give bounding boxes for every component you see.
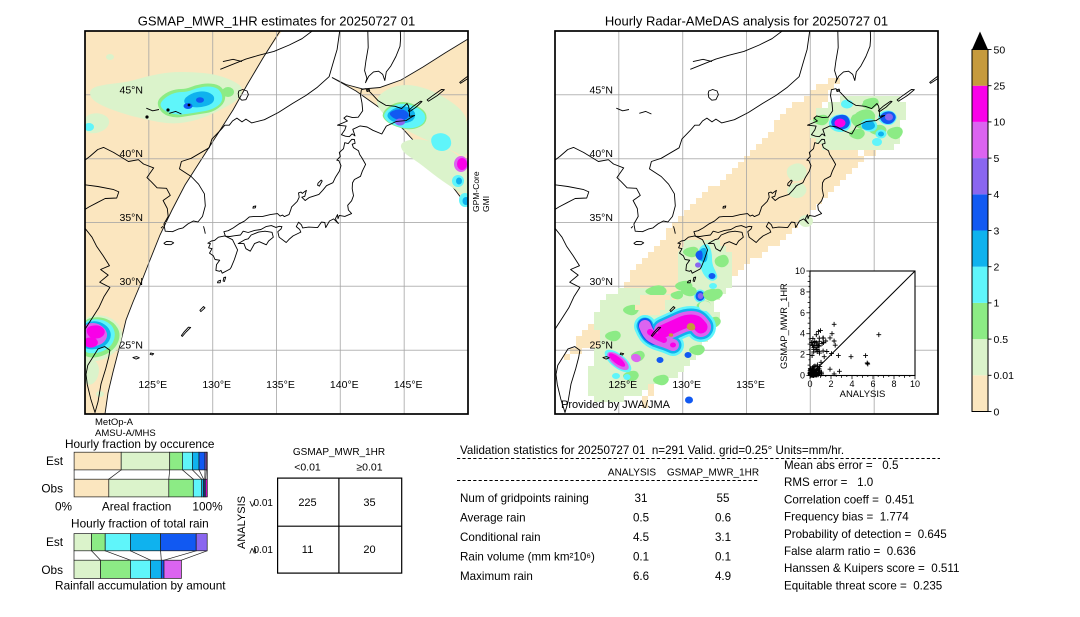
svg-text:50: 50 (994, 44, 1006, 56)
svg-text:25°N: 25°N (120, 340, 143, 352)
svg-text:≥0.01: ≥0.01 (356, 462, 382, 474)
svg-text:125°E: 125°E (138, 379, 167, 391)
svg-text:140°E: 140°E (330, 379, 359, 391)
svg-text:4: 4 (994, 189, 1000, 201)
svg-text:ANALYSIS: ANALYSIS (840, 389, 886, 400)
svg-text:Correlation coeff = 0.451: Correlation coeff = 0.451 (784, 493, 914, 506)
svg-text:1: 1 (994, 298, 1000, 310)
svg-text:35°N: 35°N (590, 212, 613, 224)
svg-text:ANALYSIS: ANALYSIS (608, 468, 656, 479)
svg-text:0.01: 0.01 (254, 545, 274, 556)
svg-text:40°N: 40°N (590, 148, 613, 160)
svg-text:Hourly fraction of total rain: Hourly fraction of total rain (71, 517, 209, 531)
svg-text:6: 6 (870, 379, 875, 389)
svg-text:Areal fraction: Areal fraction (102, 500, 172, 514)
svg-text:Est: Est (46, 454, 64, 468)
svg-text:55: 55 (717, 492, 730, 505)
svg-text:2: 2 (994, 262, 1000, 274)
svg-text:11: 11 (302, 544, 313, 556)
svg-text:10: 10 (910, 379, 920, 389)
svg-text:35°N: 35°N (120, 212, 143, 224)
svg-text:135°E: 135°E (266, 379, 295, 391)
svg-text:6.6: 6.6 (633, 570, 649, 583)
svg-text:MetOp-A: MetOp-A (95, 417, 134, 428)
svg-text:0.01: 0.01 (994, 370, 1015, 382)
svg-text:8: 8 (891, 379, 896, 389)
svg-text:RMS error = 1.0: RMS error = 1.0 (784, 476, 873, 489)
svg-text:4: 4 (800, 329, 805, 339)
svg-text:Hourly fraction by occurence: Hourly fraction by occurence (65, 437, 215, 451)
svg-text:0.5: 0.5 (633, 512, 649, 525)
svg-text:0: 0 (994, 406, 1000, 418)
svg-text:Est: Est (46, 535, 64, 549)
svg-text:4.5: 4.5 (633, 531, 649, 544)
svg-text:Validation statistics for 2025: Validation statistics for 20250727 01 n=… (460, 444, 844, 457)
svg-text:3.1: 3.1 (715, 531, 731, 544)
svg-text:0.6: 0.6 (715, 512, 731, 525)
svg-text:10: 10 (994, 117, 1006, 129)
svg-text:125°E: 125°E (608, 379, 637, 391)
svg-text:GSMAP_MWR_1HR: GSMAP_MWR_1HR (779, 283, 789, 369)
svg-text:145°E: 145°E (394, 379, 423, 391)
svg-text:0.5: 0.5 (994, 334, 1009, 346)
svg-text:10: 10 (795, 266, 805, 276)
svg-text:Rainfall accumulation by amoun: Rainfall accumulation by amount (55, 578, 226, 592)
svg-text:Provided by JWA/JMA: Provided by JWA/JMA (561, 399, 671, 411)
svg-text:0.1: 0.1 (633, 551, 649, 564)
svg-text:0: 0 (807, 379, 812, 389)
svg-text:Obs: Obs (41, 482, 63, 496)
svg-text:25°N: 25°N (590, 340, 613, 352)
svg-text:20: 20 (363, 544, 375, 556)
svg-text:GPM-Core: GPM-Core (471, 171, 481, 212)
svg-text:Probability of detection = 0.: Probability of detection = 0.645 (784, 528, 947, 541)
svg-text:0.1: 0.1 (715, 551, 731, 564)
svg-text:4.9: 4.9 (715, 570, 731, 583)
svg-text:Num of gridpoints raining: Num of gridpoints raining (460, 492, 589, 505)
svg-text:225: 225 (298, 497, 316, 509)
svg-text:135°E: 135°E (736, 379, 765, 391)
svg-text:8: 8 (800, 287, 805, 297)
svg-text:Obs: Obs (41, 563, 63, 577)
svg-text:31: 31 (635, 492, 648, 505)
svg-text:Frequency bias = 1.774: Frequency bias = 1.774 (784, 511, 909, 524)
svg-text:40°N: 40°N (120, 148, 143, 160)
svg-text:<0.01: <0.01 (294, 462, 321, 474)
svg-text:35: 35 (363, 497, 375, 509)
svg-text:GSMAP_MWR_1HR: GSMAP_MWR_1HR (667, 468, 759, 479)
svg-text:45°N: 45°N (120, 84, 143, 96)
svg-text:0: 0 (800, 371, 805, 381)
svg-text:25: 25 (994, 81, 1006, 93)
svg-text:Rain volume (mm km²10⁶): Rain volume (mm km²10⁶) (460, 551, 595, 564)
svg-text:Hanssen & Kuipers score = 0.5: Hanssen & Kuipers score = 0.511 (784, 562, 959, 575)
svg-text:0.01: 0.01 (254, 498, 274, 509)
svg-text:Equitable threat score = 0.23: Equitable threat score = 0.235 (784, 579, 942, 592)
svg-text:Maximum rain: Maximum rain (460, 570, 533, 583)
svg-text:GSMAP_MWR_1HR: GSMAP_MWR_1HR (293, 447, 385, 458)
svg-text:Average rain: Average rain (460, 512, 526, 525)
svg-text:100%: 100% (192, 500, 223, 514)
svg-text:30°N: 30°N (120, 276, 143, 288)
svg-text:130°E: 130°E (202, 379, 231, 391)
svg-text:0%: 0% (55, 500, 73, 514)
svg-text:130°E: 130°E (672, 379, 701, 391)
svg-text:6: 6 (800, 308, 805, 318)
svg-text:2: 2 (800, 350, 805, 360)
svg-text:GSMAP_MWR_1HR estimates for 20: GSMAP_MWR_1HR estimates for 20250727 01 (138, 14, 415, 29)
svg-text:Mean abs error = 0.5: Mean abs error = 0.5 (784, 459, 898, 472)
svg-text:4: 4 (849, 379, 854, 389)
svg-text:45°N: 45°N (590, 84, 613, 96)
svg-text:GMI: GMI (481, 196, 491, 212)
svg-text:Hourly Radar-AMeDAS analysis f: Hourly Radar-AMeDAS analysis for 2025072… (605, 14, 888, 29)
svg-text:2: 2 (828, 379, 833, 389)
svg-text:3: 3 (994, 225, 1000, 237)
svg-text:Conditional rain: Conditional rain (460, 531, 541, 544)
svg-text:30°N: 30°N (590, 276, 613, 288)
svg-text:5: 5 (994, 153, 1000, 165)
svg-text:False alarm ratio = 0.636: False alarm ratio = 0.636 (784, 545, 916, 558)
